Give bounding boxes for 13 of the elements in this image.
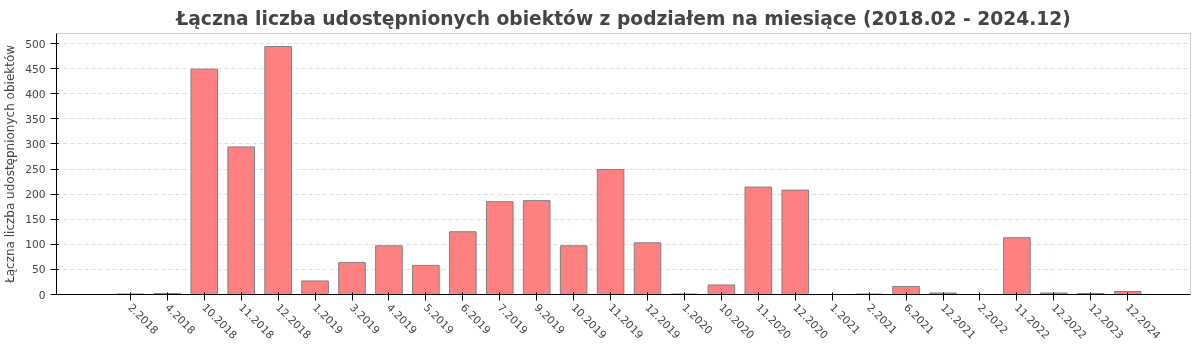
y-tick-label: 450 [25,62,46,76]
y-tick-label: 400 [25,87,46,101]
y-tick-label: 200 [25,188,46,202]
y-tick-label: 300 [25,137,46,151]
y-tick-label: 0 [38,288,46,302]
y-tick-label: 350 [25,112,46,126]
chart-title: Łączna liczba udostępnionych obiektów z podziałem na miesiące (2018.02 - 2024.12) [175,7,1071,29]
y-tick-label: 150 [25,213,46,227]
y-tick-label: 250 [25,163,46,177]
y-tick-label: 500 [25,37,46,51]
y-tick-label: 50 [31,263,46,277]
y-axis-title: Łączna liczba udostępnionych obiektów [3,44,18,285]
y-tick-label: 100 [25,238,46,252]
